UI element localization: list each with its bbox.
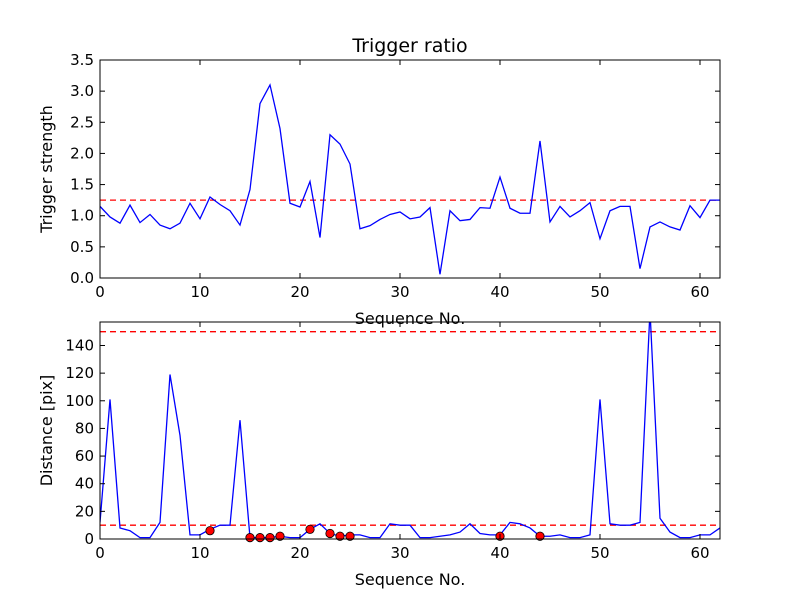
y-tick-label: 0.5: [70, 238, 94, 256]
y-tick-label: 0.0: [70, 269, 94, 287]
y-tick-label: 0: [84, 530, 94, 548]
y-tick-label: 80: [75, 419, 94, 437]
x-tick-label: 40: [490, 283, 509, 301]
y-tick-label: 120: [65, 364, 94, 382]
data-series-line: [100, 83, 720, 275]
x-axis-title: Sequence No.: [355, 309, 466, 328]
x-tick-label: 20: [290, 544, 309, 562]
distance-plot: 0 10 20 30 40 50 60 0 20 40 60 80 100 120 140 Sequence…: [37, 321, 721, 589]
data-point-marker: [255, 533, 265, 543]
x-tick-label: 50: [590, 544, 609, 562]
x-tick-label: 0: [95, 544, 105, 562]
x-tick-label: 10: [190, 544, 209, 562]
tick-layer: 0 10 20 30 40 50 60 0 20 40 60 80 100 120 140: [65, 322, 720, 562]
x-tick-label: 40: [490, 544, 509, 562]
y-axis-title: Distance [pix]: [37, 375, 56, 487]
data-point-marker: [335, 531, 345, 541]
y-tick-label: 40: [75, 475, 94, 493]
y-axis-title: Trigger strength: [37, 105, 56, 234]
data-point-marker: [205, 526, 215, 536]
tick-layer: 0 10 20 30 40 50 60 0.0 0.5 1.0 1.5 2.0 2.5 3.0 3.5: [70, 51, 720, 301]
y-tick-label: 2.5: [70, 113, 94, 131]
plot-frame: [99, 321, 721, 540]
x-tick-label: 60: [690, 544, 709, 562]
x-tick-label: 50: [590, 283, 609, 301]
x-tick-label: 0: [95, 283, 105, 301]
y-tick-label: 2.0: [70, 144, 94, 162]
y-tick-label: 3.0: [70, 82, 94, 100]
y-tick-label: 140: [65, 336, 94, 354]
data-point-marker: [275, 531, 285, 541]
data-point-marker: [345, 531, 355, 541]
x-tick-label: 30: [390, 544, 409, 562]
plot-frame: [99, 59, 721, 279]
data-point-marker: [305, 524, 315, 534]
y-tick-label: 60: [75, 447, 94, 465]
x-tick-label: 30: [390, 283, 409, 301]
data-point-marker: [535, 531, 545, 541]
y-tick-label: 20: [75, 502, 94, 520]
data-series-line: [100, 322, 720, 539]
data-line-layer: [100, 83, 720, 275]
y-tick-label: 3.5: [70, 51, 94, 69]
x-tick-label: 20: [290, 283, 309, 301]
y-tick-label: 1.0: [70, 207, 94, 225]
y-tick-label: 100: [65, 392, 94, 410]
x-axis-title: Sequence No.: [355, 570, 466, 589]
y-tick-label: 1.5: [70, 176, 94, 194]
data-point-marker: [325, 528, 335, 539]
trigger-ratio-plot: Trigger ratio 0 10 20 30 40 50 60 0.0 0.5 1.0 1.5 2…: [37, 35, 721, 328]
chart-title: Trigger ratio: [351, 35, 467, 57]
data-point-marker: [245, 533, 255, 543]
x-tick-label: 60: [690, 283, 709, 301]
data-point-marker: [265, 533, 275, 543]
data-line-layer: [100, 322, 720, 539]
marker-layer: [205, 524, 545, 543]
x-tick-label: 10: [190, 283, 209, 301]
